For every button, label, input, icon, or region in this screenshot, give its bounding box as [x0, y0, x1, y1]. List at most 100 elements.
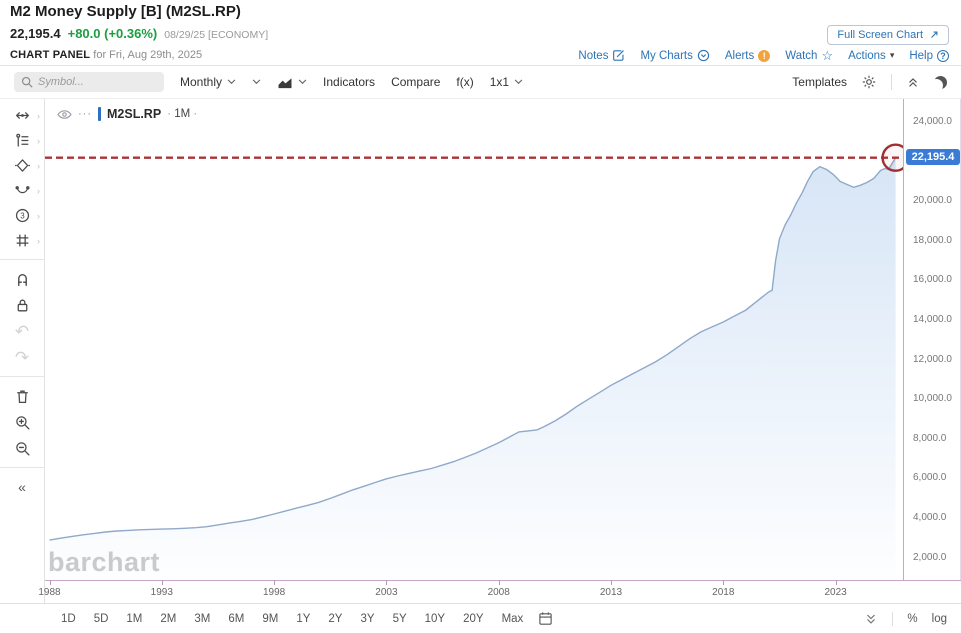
notes-label: Notes — [578, 49, 609, 62]
redo-icon[interactable]: ↷ — [0, 344, 44, 370]
alerts-label: Alerts — [724, 49, 755, 62]
indicators-button[interactable]: Indicators — [323, 75, 375, 89]
legend-period: 1M — [167, 108, 197, 120]
legend-more-icon[interactable]: ··· — [78, 108, 92, 120]
x-axis[interactable]: 1988 1993 1998 2003 2008 2013 2018 2023 — [38, 580, 961, 602]
delete-drawings-icon[interactable] — [0, 383, 44, 409]
gann-tools-icon[interactable]: › — [0, 228, 44, 253]
page-header: M2 Money Supply [B] (M2SL.RP) 22,195.4 +… — [0, 0, 961, 66]
compare-button[interactable]: Compare — [391, 75, 440, 89]
x-axis-label: 2013 — [599, 587, 623, 598]
x-axis-tick — [498, 580, 500, 585]
chart-plot-area[interactable]: ··· M2SL.RP 1M barchart — [45, 99, 903, 580]
x-axis-label: 1988 — [38, 587, 61, 598]
dark-mode-moon-icon[interactable] — [934, 76, 947, 89]
bar-settings-dropdown[interactable] — [252, 79, 261, 85]
calendar-icon[interactable] — [538, 611, 553, 626]
time-range-bar: 1D 5D 1M 2M 3M 6M 9M 1Y 2Y 3Y 5Y 10Y 20Y Max % log — [0, 603, 961, 633]
range-button-10y[interactable]: 10Y — [424, 612, 446, 625]
range-button-20y[interactable]: 20Y — [463, 612, 484, 625]
annotation-circle — [881, 143, 903, 172]
range-button-5y[interactable]: 5Y — [392, 612, 407, 625]
expressions-button[interactable]: f(x) — [456, 75, 473, 89]
y-axis[interactable]: 22,195.4 24,000.0 20,000.0 18,000.0 16,000.… — [903, 99, 961, 580]
chart-main: › › › › 3 › › — [0, 99, 961, 603]
range-button-3m[interactable]: 3M — [194, 612, 211, 625]
templates-button[interactable]: Templates — [792, 75, 847, 89]
page-title: M2 Money Supply [B] (M2SL.RP) — [10, 3, 241, 20]
symbol-search-box[interactable] — [14, 72, 164, 92]
visibility-eye-icon[interactable] — [57, 109, 72, 120]
x-axis-tick — [386, 580, 388, 585]
chevron-down-icon — [252, 79, 261, 85]
log-scale-button[interactable]: log — [931, 612, 947, 625]
expand-chevron-icon: › — [37, 210, 40, 221]
range-button-1y[interactable]: 1Y — [296, 612, 311, 625]
axis-options: % log — [864, 611, 947, 626]
header-links: Notes My Charts Alerts ! Watch ☆ Actions… — [578, 49, 949, 62]
alerts-link[interactable]: Alerts ! — [724, 49, 771, 62]
x-axis-label: 1998 — [262, 587, 286, 598]
actions-menu[interactable]: Actions ▾ — [848, 50, 894, 62]
symbol-search-input[interactable] — [38, 76, 148, 88]
collapse-toolbar-icon[interactable] — [906, 75, 920, 89]
x-axis-label: 2003 — [375, 587, 398, 598]
price-row: 22,195.4 +80.0 (+0.36%) 08/29/25 [ECONOM… — [10, 26, 268, 41]
svg-text:3: 3 — [20, 211, 25, 220]
lock-drawings-icon[interactable] — [0, 292, 44, 318]
shapes-tools-icon[interactable]: › — [0, 153, 44, 178]
chart-type-dropdown[interactable] — [277, 76, 307, 89]
y-axis-label: 16,000.0 — [913, 274, 952, 286]
my-charts-label: My Charts — [640, 49, 693, 62]
grid-layout-dropdown[interactable]: 1x1 — [490, 75, 523, 89]
full-screen-chart-button[interactable]: Full Screen Chart — [827, 25, 949, 45]
arc-tools-icon[interactable]: › — [0, 178, 44, 203]
range-button-9m[interactable]: 9M — [262, 612, 279, 625]
chart-panel-date: for Fri, Aug 29th, 2025 — [93, 49, 203, 61]
legend-symbol: M2SL.RP — [107, 107, 162, 121]
expand-chevron-icon: › — [37, 135, 40, 146]
redo-glyph: ↷ — [14, 347, 30, 367]
expand-chevron-icon: › — [37, 235, 40, 246]
collapse-glyph: « — [18, 479, 26, 495]
gear-icon[interactable] — [861, 74, 877, 90]
toolbar-right: Templates — [792, 74, 947, 90]
range-button-1m[interactable]: 1M — [126, 612, 143, 625]
range-button-5d[interactable]: 5D — [93, 612, 109, 625]
percent-scale-button[interactable]: % — [907, 612, 918, 625]
help-link[interactable]: Help ? — [909, 49, 949, 62]
range-button-2y[interactable]: 2Y — [328, 612, 343, 625]
area-chart-type-icon — [278, 77, 292, 88]
zoom-in-icon[interactable] — [0, 409, 44, 435]
y-axis-label: 20,000.0 — [913, 195, 952, 207]
range-button-2m[interactable]: 2M — [160, 612, 177, 625]
undo-icon[interactable]: ↶ — [0, 318, 44, 344]
notes-link[interactable]: Notes — [578, 49, 625, 62]
range-button-6m[interactable]: 6M — [228, 612, 245, 625]
chart-toolbar: Monthly Indicators Compare f(x) 1x1 Temp… — [0, 66, 961, 99]
y-axis-label: 2,000.0 — [913, 551, 947, 563]
sidebar-separator — [0, 259, 45, 260]
watch-link[interactable]: Watch ☆ — [785, 49, 833, 62]
range-button-3y[interactable]: 3Y — [360, 612, 375, 625]
pointer-tool-icon[interactable]: › — [0, 103, 44, 128]
collapse-sidebar-icon[interactable]: « — [0, 474, 44, 500]
magnet-mode-icon[interactable] — [0, 266, 44, 292]
range-button-max[interactable]: Max — [501, 612, 524, 625]
chevron-down-icon — [514, 79, 523, 85]
frequency-dropdown[interactable]: Monthly — [180, 75, 236, 89]
watch-label: Watch — [785, 49, 818, 62]
my-charts-link[interactable]: My Charts — [640, 49, 710, 62]
zoom-out-icon[interactable] — [0, 435, 44, 461]
range-button-1d[interactable]: 1D — [61, 612, 76, 625]
drawing-tools-sidebar: › › › › 3 › › — [0, 99, 45, 603]
area-fill — [49, 157, 896, 580]
x-axis-label: 2018 — [712, 587, 735, 598]
x-axis-tick — [274, 580, 276, 585]
area-chart — [45, 143, 903, 580]
indicators-label: Indicators — [323, 75, 376, 89]
elliott-wave-tools-icon[interactable]: 3 › — [0, 203, 44, 228]
trendline-tools-icon[interactable]: › — [0, 128, 44, 153]
collapse-panel-icon[interactable] — [864, 612, 878, 626]
notes-pencil-icon — [613, 50, 625, 61]
